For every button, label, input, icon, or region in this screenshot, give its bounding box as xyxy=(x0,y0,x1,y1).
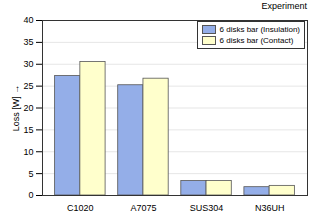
svg-text:15: 15 xyxy=(23,125,33,135)
svg-text:20: 20 xyxy=(23,103,33,113)
html-text:Experiment: Experiment xyxy=(261,1,307,11)
svg-text:25: 25 xyxy=(23,81,33,91)
svg-text:30: 30 xyxy=(23,59,33,69)
svg-text:10: 10 xyxy=(23,147,33,157)
svg-text:0: 0 xyxy=(28,190,33,200)
html-text:6 disks bar (Contact): 6 disks bar (Contact) xyxy=(219,36,294,45)
svg-text:C1020: C1020 xyxy=(67,203,94,213)
svg-text:N36UH: N36UH xyxy=(255,203,285,213)
svg-text:5: 5 xyxy=(28,169,33,179)
svg-text:35: 35 xyxy=(23,37,33,47)
html-text:6 disks bar (Insulation): 6 disks bar (Insulation) xyxy=(219,25,300,34)
svg-text:SUS304: SUS304 xyxy=(190,203,224,213)
svg-text:40: 40 xyxy=(23,15,33,25)
svg-text:A7075: A7075 xyxy=(130,203,156,213)
svg-text:Loss [W] →: Loss [W] → xyxy=(11,85,21,132)
